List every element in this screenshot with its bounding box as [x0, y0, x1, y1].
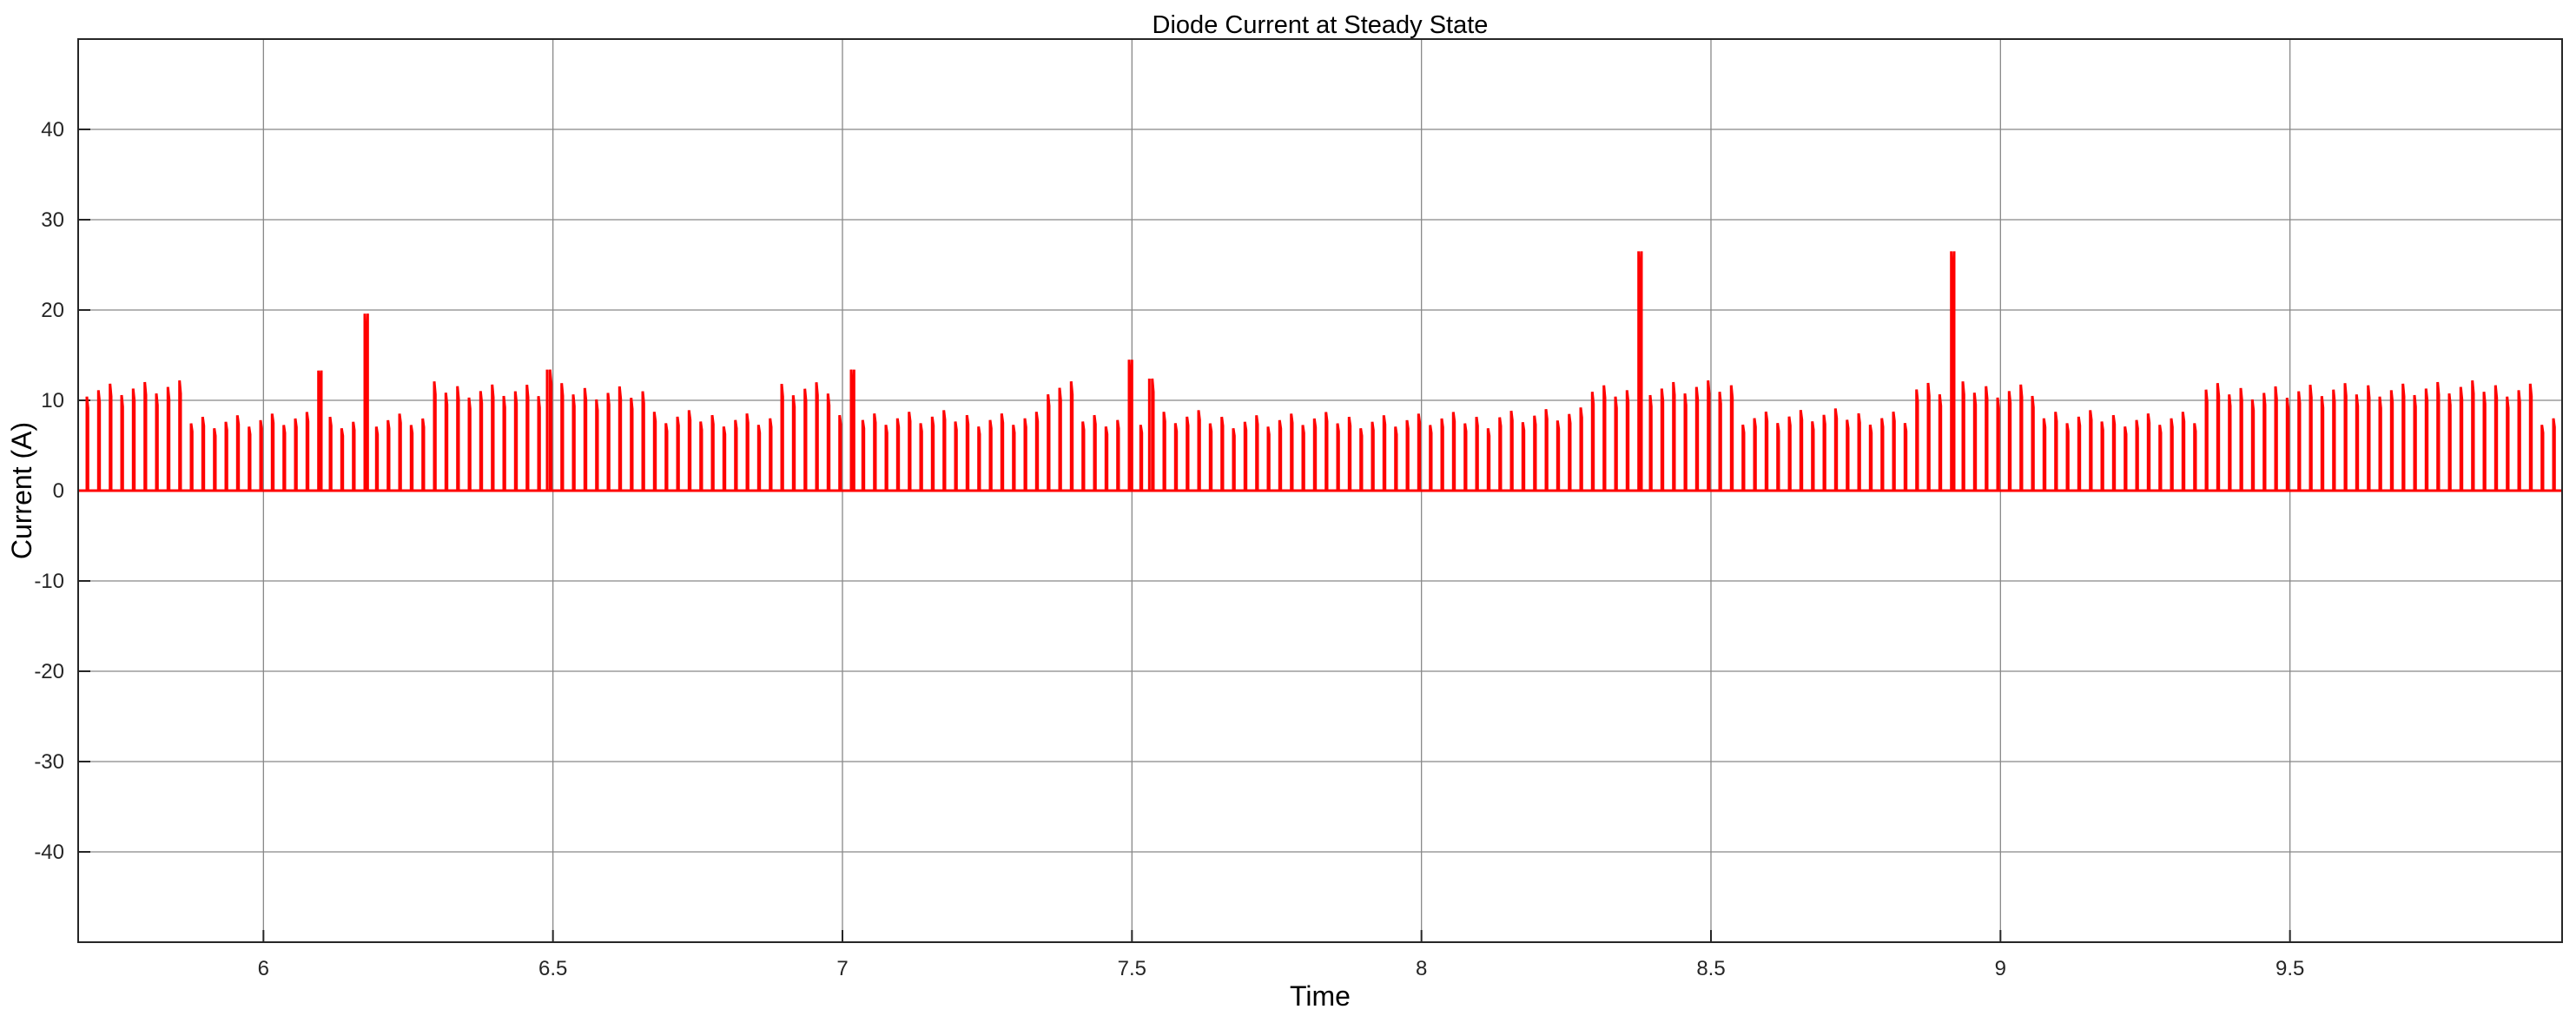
chart-title: Diode Current at Steady State — [1153, 11, 1489, 39]
y-tick-label: -10 — [34, 570, 64, 593]
y-tick-label: 0 — [53, 479, 64, 503]
y-tick-label: -30 — [34, 750, 64, 774]
x-tick-label: 9.5 — [2275, 957, 2304, 980]
x-tick-label: 6 — [258, 957, 269, 980]
y-tick-labels: -40 -30 -20 -10 0 10 20 30 40 — [34, 118, 64, 864]
y-tick-label: -20 — [34, 660, 64, 683]
x-tick-label: 6.5 — [538, 957, 567, 980]
x-tick-label: 8.5 — [1696, 957, 1725, 980]
y-axis-label: Current (A) — [6, 422, 37, 559]
y-tick-label: 30 — [41, 208, 64, 232]
diode-current-line — [78, 251, 2562, 492]
y-tick-label: -40 — [34, 841, 64, 864]
x-tick-label: 7 — [836, 957, 848, 980]
x-tick-labels: 6 6.5 7 7.5 8 8.5 9 9.5 — [258, 957, 2305, 980]
current-trace — [78, 251, 2562, 492]
y-tick-label: 10 — [41, 389, 64, 412]
plot-frame — [77, 38, 2563, 943]
y-tick-label: 20 — [41, 299, 64, 322]
x-tick-label: 7.5 — [1118, 957, 1146, 980]
x-tick-label: 9 — [1995, 957, 2006, 980]
x-tick-label: 8 — [1416, 957, 1427, 980]
y-tick-label: 40 — [41, 118, 64, 142]
x-axis-label: Time — [1290, 980, 1351, 1012]
